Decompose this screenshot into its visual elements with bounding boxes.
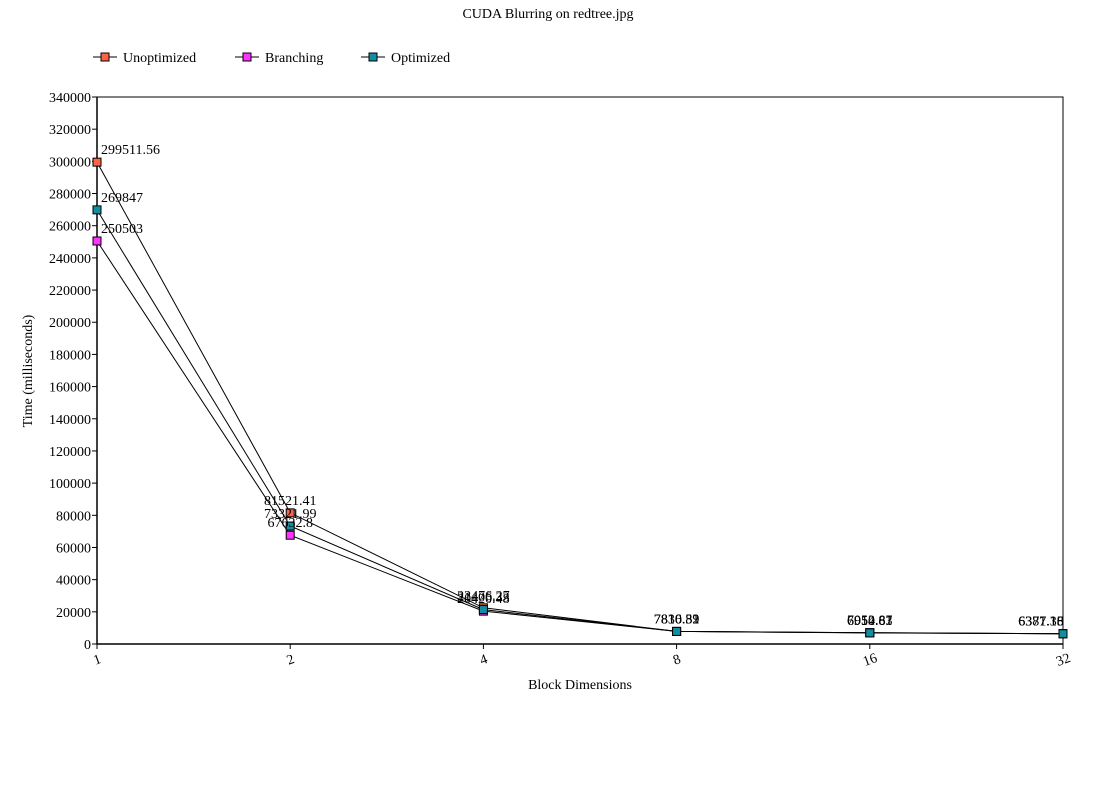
y-tick-label: 240000 xyxy=(49,252,91,267)
data-label: 299511.56 xyxy=(101,143,160,158)
data-point xyxy=(478,605,488,615)
data-label: 250503 xyxy=(101,222,143,237)
legend-swatch xyxy=(368,52,378,62)
x-tick-label: 16 xyxy=(861,651,879,670)
legend-swatch xyxy=(100,52,110,62)
y-tick-label: 20000 xyxy=(56,606,91,621)
series-line xyxy=(96,209,1064,635)
data-point xyxy=(672,626,682,636)
legend-label: Optimized xyxy=(391,51,450,66)
data-point xyxy=(92,236,102,246)
data-label: 269847 xyxy=(101,191,143,206)
x-axis-ticks: 1 2 4 8 16 32 xyxy=(92,644,1073,670)
y-tick-label: 340000 xyxy=(49,91,91,106)
x-tick-label: 4 xyxy=(478,652,490,668)
data-point xyxy=(92,157,102,167)
x-tick-label: 1 xyxy=(92,652,104,668)
x-tick-label: 8 xyxy=(671,652,683,668)
data-point xyxy=(865,628,875,638)
y-tick-label: 300000 xyxy=(49,155,91,170)
data-label: 7816.82 xyxy=(654,612,700,627)
legend-label: Branching xyxy=(265,51,323,66)
y-tick-label: 180000 xyxy=(49,348,91,363)
y-axis-label: Time (milliseconds) xyxy=(21,314,36,427)
x-axis-label: Block Dimensions xyxy=(528,678,632,693)
data-label: 67632.8 xyxy=(267,516,313,531)
x-tick-label: 2 xyxy=(285,652,297,668)
data-label: 6381.18 xyxy=(1018,615,1064,630)
series-markers xyxy=(92,157,1068,639)
legend-item: Branching xyxy=(235,51,323,66)
data-label: 73321.99 xyxy=(264,507,317,522)
data-label: 21406.33 xyxy=(457,591,510,606)
data-label: 7810.39 xyxy=(654,612,700,627)
data-point xyxy=(285,530,295,540)
data-label: 22476.27 xyxy=(457,589,510,604)
y-tick-label: 100000 xyxy=(49,477,91,492)
y-tick-label: 160000 xyxy=(49,381,91,396)
y-tick-label: 280000 xyxy=(49,188,91,203)
y-tick-label: 140000 xyxy=(49,413,91,428)
y-tick-label: 0 xyxy=(84,638,91,653)
legend: Unoptimized Branching Optimized xyxy=(93,51,450,66)
data-label: 81521.41 xyxy=(264,494,317,509)
y-axis-ticks: 0 20000 40000 60000 80000 100000 120000 140000 1… xyxy=(49,91,97,653)
y-tick-label: 120000 xyxy=(49,445,91,460)
data-point xyxy=(285,521,295,531)
legend-item: Unoptimized xyxy=(93,51,196,66)
series-lines xyxy=(96,161,1064,635)
data-label: 6910.81 xyxy=(847,614,893,629)
data-label: 7830.51 xyxy=(654,612,700,627)
data-point xyxy=(92,205,102,215)
y-tick-label: 60000 xyxy=(56,541,91,556)
y-tick-label: 200000 xyxy=(49,316,91,331)
legend-swatch xyxy=(242,52,252,62)
data-point xyxy=(1058,629,1068,639)
legend-label: Unoptimized xyxy=(123,51,196,66)
legend-item: Optimized xyxy=(361,51,450,66)
data-label: 20420.48 xyxy=(457,592,510,607)
y-tick-label: 40000 xyxy=(56,574,91,589)
x-tick-label: 32 xyxy=(1054,651,1072,670)
y-tick-label: 80000 xyxy=(56,509,91,524)
data-point xyxy=(285,508,295,518)
y-tick-label: 220000 xyxy=(49,284,91,299)
data-label: 6377.36 xyxy=(1018,615,1064,630)
plot-area xyxy=(96,96,1064,645)
y-tick-label: 260000 xyxy=(49,220,91,235)
chart-title: CUDA Blurring on redtree.jpg xyxy=(462,7,633,22)
data-label: 7052.87 xyxy=(847,614,893,629)
data-label: 6377.15 xyxy=(1018,615,1064,630)
y-tick-label: 320000 xyxy=(49,123,91,138)
data-label: 6954.63 xyxy=(847,614,893,629)
